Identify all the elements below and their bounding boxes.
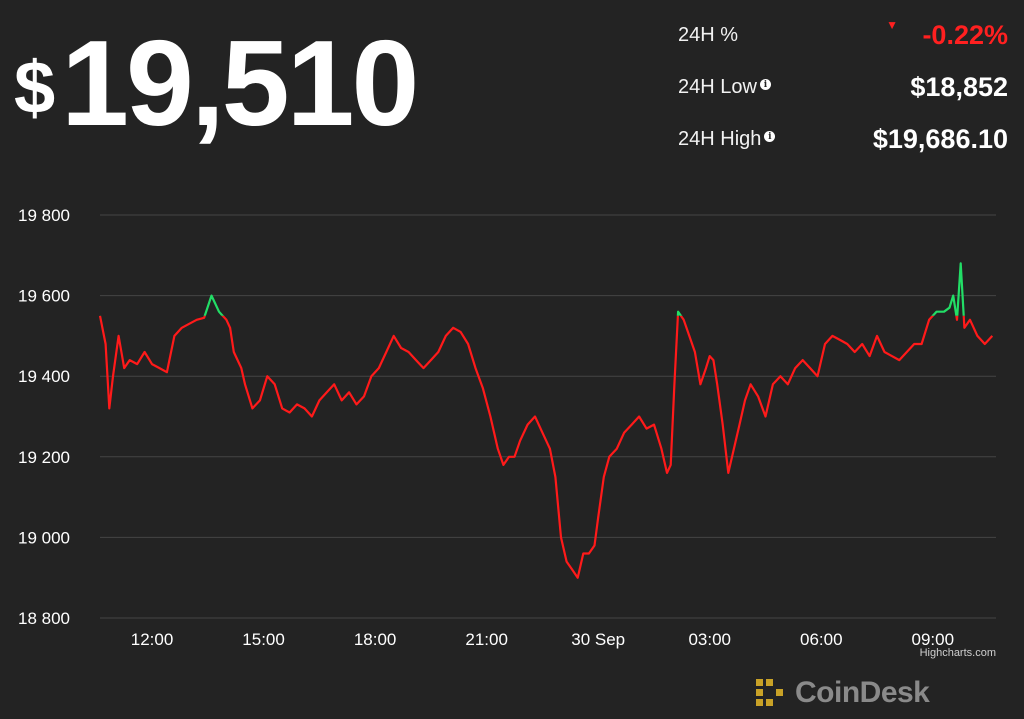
current-price: $19,510 [14,22,419,144]
stat-label-high: 24H High i [678,128,776,151]
info-icon[interactable]: i [759,79,771,90]
x-tick-label: 21:00 [465,630,508,649]
price-value: 19,510 [61,15,419,151]
price-line-above [100,262,965,316]
x-tick-label: 15:00 [242,630,285,649]
y-tick-label: 18 800 [18,609,70,628]
highcharts-credits[interactable]: Highcharts.com [919,647,996,659]
stat-label-change: 24H % [678,24,739,46]
brand-name: CoinDesk [795,676,930,709]
x-tick-label: 03:00 [688,630,731,649]
x-tick-label: 30 Sep [571,630,625,649]
y-tick-label: 19 200 [18,448,70,467]
info-icon[interactable]: i [764,131,776,142]
stats-panel: 24H % ▼ -0.22% 24H Low i $18,852 24H High… [678,18,1008,176]
stat-value-low: $18,852 [910,72,1008,102]
stat-row-high: 24H High i $19,686.10 [678,124,1008,176]
price-line-below [98,315,994,579]
x-tick-label: 18:00 [354,630,397,649]
stat-row-change: 24H % ▼ -0.22% [678,18,1008,72]
stat-row-low: 24H Low i $18,852 [678,72,1008,124]
currency-symbol: $ [14,46,56,129]
coindesk-logo-icon [756,679,783,706]
coindesk-brand: CoinDesk [753,676,930,710]
x-tick-label: 09:00 [912,630,955,649]
x-tick-label: 12:00 [131,630,174,649]
y-tick-label: 19 000 [18,528,70,547]
down-arrow-icon: ▼ [886,18,898,32]
y-tick-label: 19 800 [18,206,70,225]
y-tick-label: 19 400 [18,367,70,386]
x-tick-label: 06:00 [800,630,843,649]
stat-value-high: $19,686.10 [872,124,1008,154]
stat-label-low: 24H Low i [678,76,771,99]
stat-value-change: -0.22% [922,20,1008,50]
y-tick-label: 19 600 [18,287,70,306]
